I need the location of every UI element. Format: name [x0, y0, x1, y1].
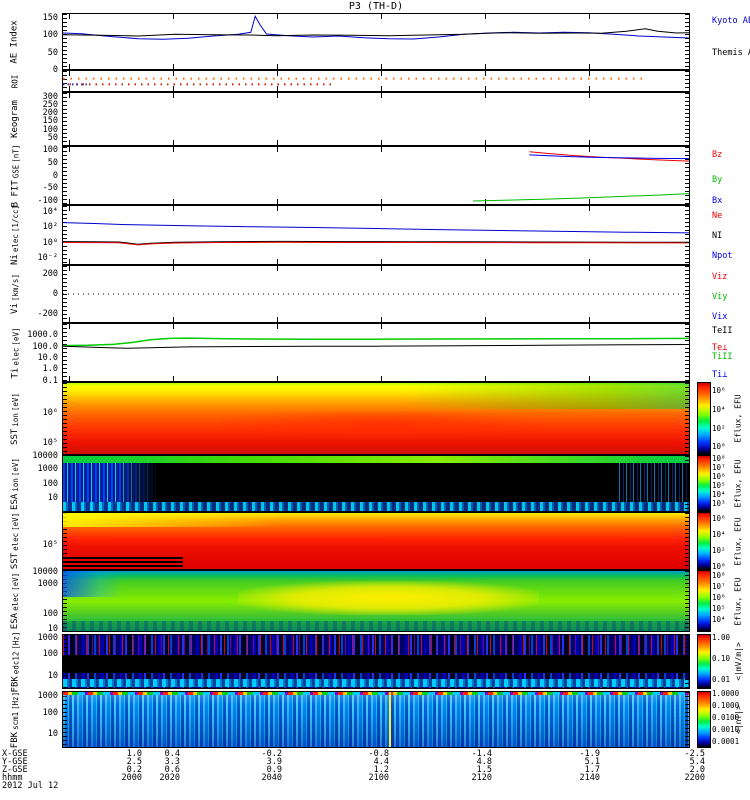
ni-line	[63, 240, 689, 245]
sst-elec-heatmap-region	[63, 557, 183, 569]
ephemeris-column: -0.8 4.4 1.2 2100	[368, 749, 389, 783]
fbk-b-colorbar-ticks: 1.0000 0.1000 0.0100 0.0010 0.0001	[712, 689, 740, 746]
panel-ni	[62, 205, 690, 265]
esa-elec-colorbar	[697, 570, 711, 632]
sst-ion-heatmap-region	[407, 383, 689, 409]
esa-elec-spectrogram	[62, 570, 690, 632]
fbk-b-heatmap-region	[63, 692, 689, 747]
row-fbk-e: FBK edc12 [Hz] 1000 100 10 1.00 0.10 0.01 <|mV…	[0, 631, 750, 692]
ne-line	[63, 241, 689, 246]
esa-ion-colorbar-unit: Eflux, EFU	[733, 459, 743, 508]
ephemeris-column: -0.2 3.9 0.9 2040	[261, 749, 282, 783]
esa-elec-heatmap-region	[63, 621, 689, 631]
row-ae: AE Index 150 100 50 0	[0, 13, 750, 75]
sst-elec-heatmap-region	[63, 513, 283, 527]
keogram-plot	[63, 93, 689, 145]
bfit-y-ticks: 100 50 0 -50 -100	[37, 145, 58, 206]
npot-line	[63, 222, 689, 234]
row-bfit: B FIT GSE [nT] 100 50 0 -50 -100	[0, 144, 750, 207]
panel-bfit	[62, 146, 690, 205]
row-roi: ROI	[0, 70, 750, 92]
esa-elec-heatmap-region	[63, 571, 123, 597]
fbk-e-colorbar-ticks: 1.00 0.10 0.01	[712, 633, 731, 684]
vi-plot	[63, 293, 689, 295]
esa-ion-heatmap-region	[619, 463, 689, 502]
esa-elec-heatmap-region	[238, 581, 539, 615]
fbk-e-heatmap-region	[63, 635, 689, 655]
ae-plot	[63, 15, 689, 40]
ti-plot	[63, 337, 689, 349]
kyoto-ae-line	[63, 15, 689, 40]
panel-vi	[62, 265, 690, 323]
sst-ion-colorbar-unit: Eflux, EFU	[733, 394, 743, 443]
ni-y-ticks: 10⁴ 10² 10⁰ 10⁻²	[37, 207, 58, 263]
fbk-e-spectrogram	[62, 634, 690, 689]
row-esa-elec: ESA elec [eV] 10000 1000 100 10 10⁸ 10⁷ 10⁶ 10⁵ 1…	[0, 567, 750, 634]
fbk-b-heatmap-region	[63, 692, 689, 695]
fbk-b-spectrogram	[62, 691, 690, 748]
fbk-b-colorbar-unit: <|nT|>	[733, 705, 743, 734]
sst-ion-spectrogram	[62, 382, 690, 455]
keogram-y-ticks: 300 250 200 150 100 50	[42, 92, 58, 143]
row-fbk-b: FBK scm1 [Hz] 1000 100 10 1.0000 0.1000 0.0100…	[0, 689, 750, 748]
ni-plot	[63, 222, 689, 246]
fbk-e-y-ticks: 1000 100 10	[37, 633, 58, 681]
ephemeris-column: 1.0 2.5 0.2 2000	[121, 749, 142, 783]
by-line	[472, 193, 689, 202]
ephemeris-column: -1.4 4.8 1.5 2120	[471, 749, 492, 783]
fbk-b-burst-line	[388, 692, 391, 747]
fbk-b-y-ticks: 1000 100 10	[37, 691, 58, 739]
panel-ti	[62, 323, 690, 382]
ephemeris-column: 0.4 3.3 0.6 2020	[159, 749, 180, 783]
roi-axis-label: ROI	[10, 74, 20, 88]
ephemeris-column: -2.5 5.4 2.0 2200	[684, 749, 705, 783]
plot-title: P3 (TH-D)	[348, 1, 404, 12]
panel-ae	[62, 13, 690, 70]
row-sst-ion: SST ion [eV] 10⁶ 10⁵ 10⁶ 10⁴ 10² 10⁰ Eflux, EF…	[0, 382, 750, 455]
ephemeris-column: -1.9 5.1 1.7 2140	[579, 749, 600, 783]
fbk-e-heatmap-region	[63, 679, 689, 687]
esa-elec-y-ticks: 10000 1000 100 10	[32, 567, 58, 634]
esa-ion-colorbar	[697, 455, 711, 512]
row-sst-elec: SST elec [eV] 10⁵ 10⁶ 10⁴ 10² 10⁰ Eflux, EFU	[0, 512, 750, 571]
bx-line	[529, 154, 689, 160]
esa-elec-colorbar-ticks: 10⁸ 10⁷ 10⁶ 10⁵ 10⁴	[712, 571, 726, 624]
roi-plot	[63, 77, 646, 86]
ti-y-ticks: 1000.0 100.0 10.0 1.0 0.1	[27, 330, 58, 386]
sst-elec-colorbar-ticks: 10⁶ 10⁴ 10² 10⁰	[712, 514, 726, 571]
esa-ion-heatmap-region	[63, 502, 689, 511]
sst-elec-colorbar-unit: Eflux, EFU	[733, 516, 743, 566]
fbk-e-heatmap-region	[63, 655, 689, 674]
sst-ion-colorbar	[697, 382, 711, 455]
esa-ion-heatmap-region	[63, 456, 689, 463]
panel-roi	[62, 70, 690, 92]
teii-line	[63, 344, 689, 349]
sst-ion-y-ticks: 10⁶ 10⁵	[42, 408, 58, 448]
sst-ion-colorbar-ticks: 10⁶ 10⁴ 10² 10⁰	[712, 386, 726, 451]
esa-ion-colorbar-ticks: 10⁸ 10⁷ 10⁶ 10⁵ 10⁴ 10³	[712, 454, 726, 508]
row-vi: Vi [km/s] 200 0 -200	[0, 265, 750, 323]
bfit-plot	[472, 151, 689, 202]
fbk-b-colorbar	[697, 691, 711, 748]
sst-ion-heatmap-region	[219, 411, 546, 439]
themis-ae-line	[63, 28, 689, 37]
row-ni: Ni elec [1/cc] 10⁴ 10² 10⁰ 10⁻²	[0, 205, 750, 265]
row-esa-ion: ESA ion [eV] 10000 1000 100 10 10⁸ 10⁷ 10⁶ 10⁵ 10…	[0, 451, 750, 512]
vi-y-ticks: 200 0 -200	[37, 269, 58, 319]
sst-elec-y-ticks: 10⁵	[42, 540, 58, 550]
esa-elec-colorbar-unit: Eflux, EFU	[733, 576, 743, 626]
esa-ion-y-ticks: 10000 1000 100 10	[32, 451, 58, 503]
row-ti: Ti elec [eV] 1000.0 100.0 10.0 1.0 0.1	[0, 323, 750, 386]
ae-y-ticks: 150 100 50 0	[42, 13, 58, 75]
panel-keogram	[62, 92, 690, 146]
fbk-e-colorbar-unit: <|mV/m|>	[733, 642, 743, 681]
ephemeris-footer: X-GSE Y-GSE Z-GSE hhmm 2012 Jul 12 1.0 2.5 0.2…	[2, 749, 705, 791]
sst-elec-colorbar	[697, 512, 711, 570]
row-keogram: Keogram 300 250 200 150 100 50	[0, 92, 750, 146]
esa-ion-spectrogram	[62, 455, 690, 512]
tiii-line	[63, 337, 689, 347]
sst-elec-spectrogram	[62, 512, 690, 570]
fbk-e-colorbar	[697, 634, 711, 689]
